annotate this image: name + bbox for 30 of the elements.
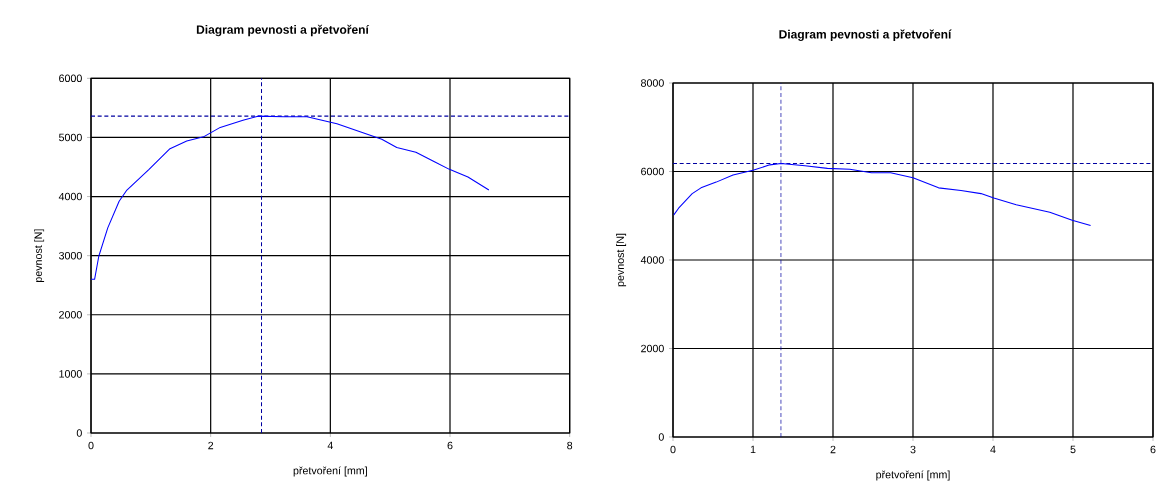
- y-tick-label: 6000: [641, 167, 664, 176]
- x-tick-label: 0: [88, 441, 94, 450]
- y-tick-label: 0: [76, 429, 82, 437]
- y-tick-label: 8000: [641, 79, 664, 87]
- x-tick-label: 1: [750, 445, 756, 454]
- x-tick-label: 6: [447, 441, 453, 450]
- y-tick-label: 2000: [641, 344, 664, 353]
- y-tick-label: 5000: [58, 133, 82, 142]
- x-tick-label: 4: [327, 441, 333, 450]
- y-tick-label: 4000: [640, 256, 664, 264]
- x-tick-label: 6: [1150, 445, 1156, 454]
- x-axis-title: přetvoření [mm]: [293, 466, 367, 477]
- x-tick-label: 0: [670, 445, 676, 454]
- chart-title: Diagram pevnosti a přetvoření: [779, 29, 952, 41]
- y-tick-label: 2000: [59, 310, 82, 319]
- y-tick-label: 6000: [59, 74, 82, 83]
- x-tick-label: 3: [910, 445, 916, 454]
- x-tick-label: 8: [567, 441, 573, 450]
- y-tick-label: 4000: [58, 192, 82, 201]
- x-tick-label: 4: [990, 445, 996, 454]
- y-axis-title: pevnost [N]: [34, 229, 45, 282]
- y-tick-label: 0: [658, 433, 664, 441]
- y-tick-label: 1000: [59, 370, 82, 378]
- x-tick-label: 2: [208, 441, 214, 450]
- x-tick-label: 5: [1070, 445, 1076, 454]
- x-tick-label: 2: [830, 445, 836, 454]
- x-axis-title: přetvoření [mm]: [876, 470, 950, 481]
- chart-title: Diagram pevnosti a přetvoření: [196, 24, 370, 37]
- y-axis-title: pevnost [N]: [616, 233, 627, 287]
- y-tick-label: 3000: [58, 251, 82, 260]
